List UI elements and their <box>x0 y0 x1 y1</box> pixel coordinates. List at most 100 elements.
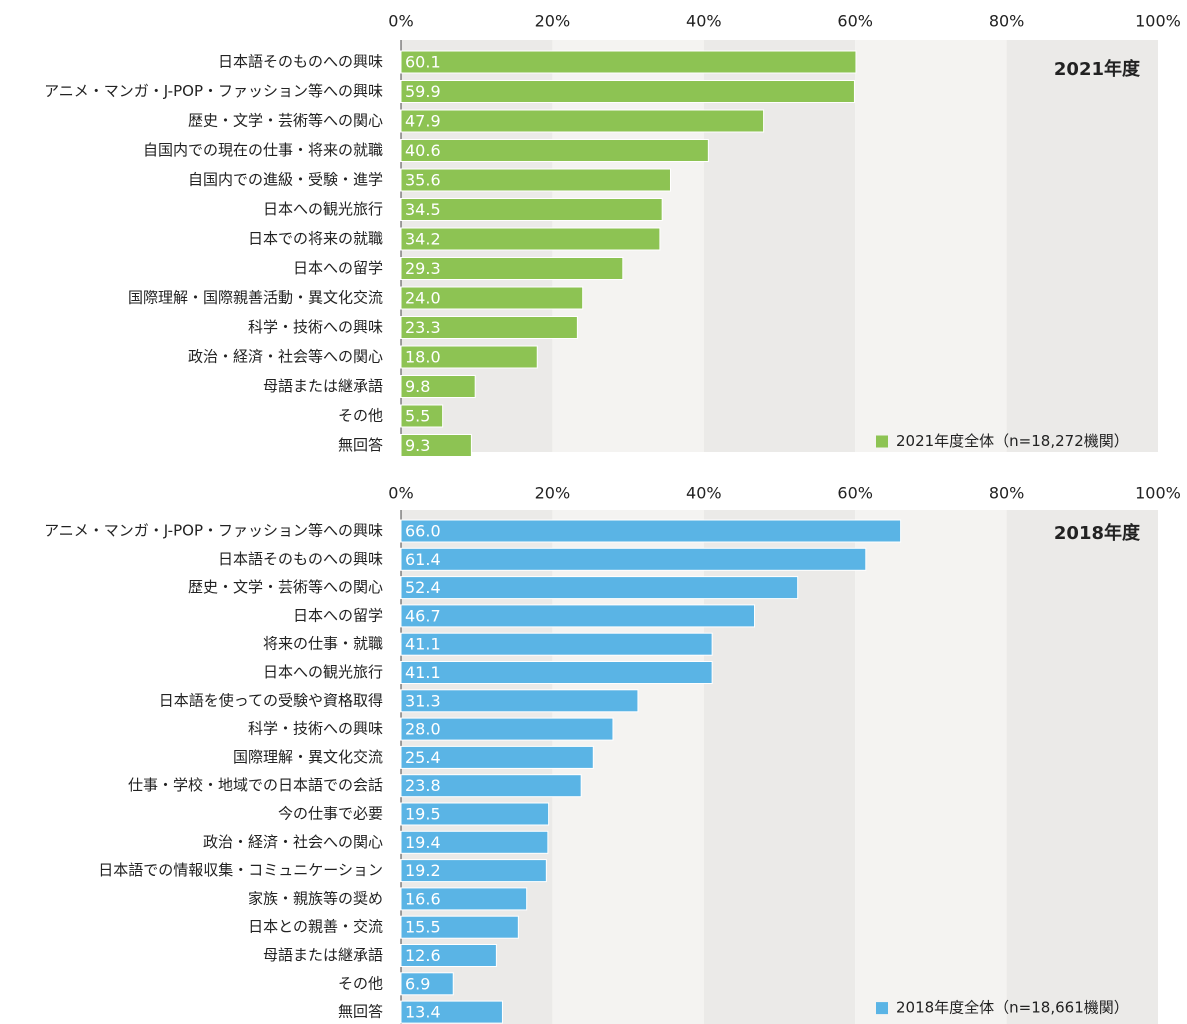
grid-band <box>855 510 1007 1024</box>
category-label: 国際理解・異文化交流 <box>233 748 383 766</box>
category-label: 無回答 <box>338 436 383 454</box>
x-tick-label: 80% <box>989 12 1025 31</box>
bar <box>400 50 857 74</box>
bar <box>400 227 661 251</box>
category-label: 日本への留学 <box>293 606 383 624</box>
bar <box>400 830 549 854</box>
x-tick-label: 0% <box>388 484 413 503</box>
value-label: 46.7 <box>405 606 441 625</box>
bar <box>400 168 671 192</box>
grid-band <box>1006 510 1158 1024</box>
category-label: 家族・親族等の奨め <box>248 889 383 907</box>
value-label: 19.4 <box>405 833 441 852</box>
category-label: 将来の仕事・就職 <box>263 635 383 653</box>
bar <box>400 198 663 221</box>
value-label: 66.0 <box>405 522 441 541</box>
x-tick-label: 0% <box>388 12 413 31</box>
bar <box>400 80 855 103</box>
legend-label: 2021年度全体（n=18,272機関） <box>896 432 1129 450</box>
category-label: 日本への留学 <box>293 259 383 277</box>
x-tick-label: 20% <box>535 12 571 31</box>
value-label: 9.3 <box>405 436 430 455</box>
value-label: 16.6 <box>405 889 441 908</box>
category-label: 国際理解・国際親善活動・異文化交流 <box>128 289 383 307</box>
x-tick-label: 60% <box>837 12 873 31</box>
category-label: 日本語そのものへの興味 <box>218 550 383 568</box>
category-label: 日本での将来の就職 <box>248 230 383 248</box>
value-label: 24.0 <box>405 289 441 308</box>
category-label: 歴史・文学・芸術等への関心 <box>188 578 383 596</box>
x-tick-label: 80% <box>989 484 1025 503</box>
annotation: 2018年度 <box>1054 522 1141 544</box>
x-tick-label: 40% <box>686 484 722 503</box>
value-label: 52.4 <box>405 578 441 597</box>
bar <box>400 745 594 769</box>
value-label: 12.6 <box>405 946 441 965</box>
value-label: 31.3 <box>405 691 441 710</box>
value-label: 23.8 <box>405 776 441 795</box>
value-label: 13.4 <box>405 1003 441 1022</box>
bar <box>400 632 713 656</box>
category-label: アニメ・マンガ・J-POP・ファッション等への興味 <box>44 82 383 100</box>
value-label: 6.9 <box>405 974 430 993</box>
bar <box>400 316 578 339</box>
bar <box>400 689 639 713</box>
value-label: 15.5 <box>405 918 441 937</box>
bar <box>400 257 624 280</box>
category-label: その他 <box>338 974 383 992</box>
category-label: 自国内での進級・受験・進学 <box>188 171 383 189</box>
category-label: 今の仕事で必要 <box>278 805 383 823</box>
x-tick-label: 100% <box>1135 12 1181 31</box>
category-label: 日本語での情報収集・コミュニケーション <box>98 861 383 879</box>
bar <box>400 375 476 398</box>
value-label: 34.2 <box>405 230 441 249</box>
bar <box>400 972 454 996</box>
legend-swatch <box>876 1002 888 1015</box>
bar <box>400 944 497 967</box>
x-tick-label: 40% <box>686 12 722 31</box>
grid-band <box>703 40 856 452</box>
x-tick-label: 60% <box>837 484 873 503</box>
category-label: 日本への観光旅行 <box>263 200 383 218</box>
value-label: 25.4 <box>405 748 441 767</box>
value-label: 9.8 <box>405 377 430 396</box>
category-label: アニメ・マンガ・J-POP・ファッション等への興味 <box>44 522 383 540</box>
value-label: 29.3 <box>405 259 441 278</box>
grid-band <box>1006 40 1158 452</box>
category-label: その他 <box>338 407 383 425</box>
value-label: 18.0 <box>405 348 441 367</box>
value-label: 40.6 <box>405 141 441 160</box>
category-label: 歴史・文学・芸術等への関心 <box>188 112 383 130</box>
value-label: 28.0 <box>405 720 441 739</box>
bar <box>400 887 528 911</box>
value-label: 19.2 <box>405 861 441 880</box>
value-label: 34.5 <box>405 200 441 219</box>
bar <box>400 547 867 571</box>
category-label: 日本語を使っての受験や資格取得 <box>159 691 383 709</box>
category-label: 政治・経済・社会等への関心 <box>188 348 383 366</box>
x-tick-label: 20% <box>535 484 571 503</box>
category-label: 仕事・学校・地域での日本語での会話 <box>128 776 383 794</box>
value-label: 60.1 <box>405 53 441 72</box>
bar <box>400 109 765 133</box>
bar <box>400 434 472 457</box>
bar <box>400 604 756 628</box>
value-label: 41.1 <box>405 635 441 654</box>
legend-label: 2018年度全体（n=18,661機関） <box>896 999 1129 1017</box>
bar <box>400 286 584 310</box>
value-label: 59.9 <box>405 82 441 101</box>
category-label: 科学・技術への興味 <box>248 318 383 336</box>
bar <box>400 802 550 826</box>
bar <box>400 717 614 741</box>
bar <box>400 404 444 428</box>
bar <box>400 859 547 883</box>
category-label: 政治・経済・社会への関心 <box>203 833 383 851</box>
x-tick-label: 100% <box>1135 484 1181 503</box>
bar <box>400 139 709 162</box>
value-label: 61.4 <box>405 550 441 569</box>
annotation: 2021年度 <box>1054 58 1141 80</box>
bar <box>400 661 713 684</box>
bar <box>400 345 538 369</box>
value-label: 47.9 <box>405 112 441 131</box>
